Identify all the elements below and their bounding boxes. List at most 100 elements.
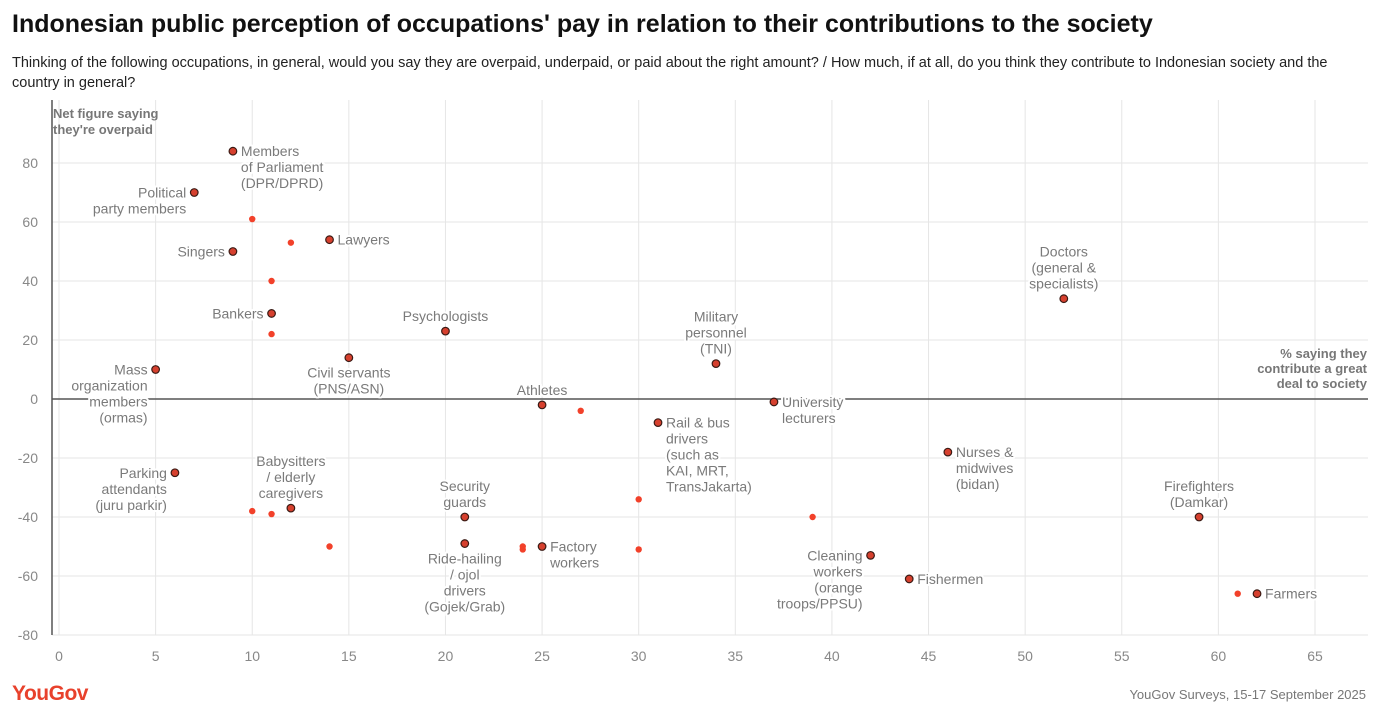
data-point <box>537 400 547 410</box>
y-axis-label-line: they're overpaid <box>53 122 153 137</box>
y-tick-label: -40 <box>18 509 38 525</box>
data-point <box>170 468 180 478</box>
secondary-point <box>268 277 275 285</box>
data-point <box>228 247 238 256</box>
data-point <box>537 542 547 551</box>
secondary-point <box>1234 590 1241 597</box>
point-label: Members <box>241 143 299 159</box>
point-label: lecturers <box>782 410 836 426</box>
y-tick-label: -20 <box>18 450 38 466</box>
point-label: KAI, MRT, <box>666 463 729 479</box>
data-point-group: Psychologists <box>401 306 490 336</box>
y-tick-label: 80 <box>22 155 38 171</box>
x-axis-label-line: deal to society <box>1277 376 1368 391</box>
point-label: Singers <box>177 244 224 260</box>
point-label: (Damkar) <box>1170 494 1228 510</box>
point-label: / elderly <box>266 469 315 485</box>
point-label: (PNS/ASN) <box>313 381 384 397</box>
secondary-point <box>809 513 816 521</box>
x-tick-label: 20 <box>438 648 454 664</box>
point-label: specialists) <box>1029 276 1098 292</box>
point-label: University <box>782 394 843 410</box>
secondary-point <box>268 330 275 338</box>
point-label: midwives <box>956 460 1014 476</box>
data-point <box>286 503 296 513</box>
yougov-logo: YouGov <box>12 682 88 705</box>
point-label: Rail & bus <box>666 415 730 431</box>
point-label: Firefighters <box>1164 478 1234 494</box>
data-point <box>1059 294 1069 304</box>
x-tick-label: 25 <box>534 648 550 664</box>
point-label: Lawyers <box>338 232 390 248</box>
point-label: (ormas) <box>99 410 147 426</box>
data-point <box>441 326 450 336</box>
data-point-group: Civil servants(PNS/ASN) <box>305 353 392 399</box>
data-point-group: Lawyers <box>325 230 392 250</box>
secondary-point <box>577 407 584 414</box>
x-tick-label: 30 <box>631 648 647 664</box>
point-label: Fishermen <box>917 571 983 587</box>
data-point <box>460 539 470 548</box>
data-point <box>460 512 470 522</box>
point-label: (orange <box>814 579 862 595</box>
secondary-point <box>519 546 526 553</box>
y-tick-label: -80 <box>18 627 38 643</box>
point-label: personnel <box>685 325 747 341</box>
data-point <box>228 146 238 156</box>
secondary-point <box>635 496 642 503</box>
data-point <box>151 365 161 374</box>
data-point-group: Singers <box>175 242 238 262</box>
x-tick-label: 40 <box>824 648 840 664</box>
axes: 0 5 10 15 20 25 30 35 40 45 50 55 60 65 -80 -60 -40 -20 0 2… <box>18 100 1368 664</box>
data-point <box>866 550 875 560</box>
point-label: Mass <box>114 362 147 378</box>
x-tick-label: 55 <box>1114 648 1130 664</box>
data-point <box>653 418 663 428</box>
point-label: party members <box>93 201 186 217</box>
data-point <box>943 447 953 457</box>
point-label: Civil servants <box>307 365 390 381</box>
point-label: attendants <box>102 481 167 497</box>
data-point <box>344 353 354 363</box>
x-axis-label-line: % saying they <box>1280 346 1367 361</box>
point-label: Factory <box>550 539 597 555</box>
data-point-group: Firefighters(Damkar) <box>1162 476 1236 522</box>
x-tick-label: 60 <box>1211 648 1227 664</box>
point-label: guards <box>443 494 486 510</box>
point-label: (bidan) <box>956 476 1000 492</box>
x-tick-label: 65 <box>1307 648 1323 664</box>
point-label: drivers <box>666 431 708 447</box>
point-label: (juru parkir) <box>95 497 167 513</box>
x-tick-label: 45 <box>921 648 937 664</box>
point-label: Babysitters <box>256 453 325 469</box>
data-point-group: Bankers <box>210 303 276 323</box>
x-tick-label: 35 <box>728 648 744 664</box>
source-note: YouGov Surveys, 15-17 September 2025 <box>1129 687 1366 702</box>
data-point <box>267 309 276 318</box>
secondary-point <box>326 543 333 550</box>
point-label: workers <box>549 555 599 571</box>
point-label: Ride-hailing <box>428 551 502 567</box>
x-tick-label: 5 <box>152 648 160 664</box>
gridlines <box>52 100 1368 636</box>
point-label: Parking <box>119 465 166 481</box>
chart-subtitle: Thinking of the following occupations, i… <box>12 55 1328 91</box>
point-label: drivers <box>444 583 486 599</box>
data-point-group: Nurses &midwives(bidan) <box>943 442 1016 494</box>
point-label: (TNI) <box>700 341 732 357</box>
point-label: Psychologists <box>403 308 489 324</box>
data-point <box>904 574 914 584</box>
point-label: organization <box>71 378 147 394</box>
y-tick-label: -60 <box>18 568 38 584</box>
data-point <box>769 397 779 407</box>
